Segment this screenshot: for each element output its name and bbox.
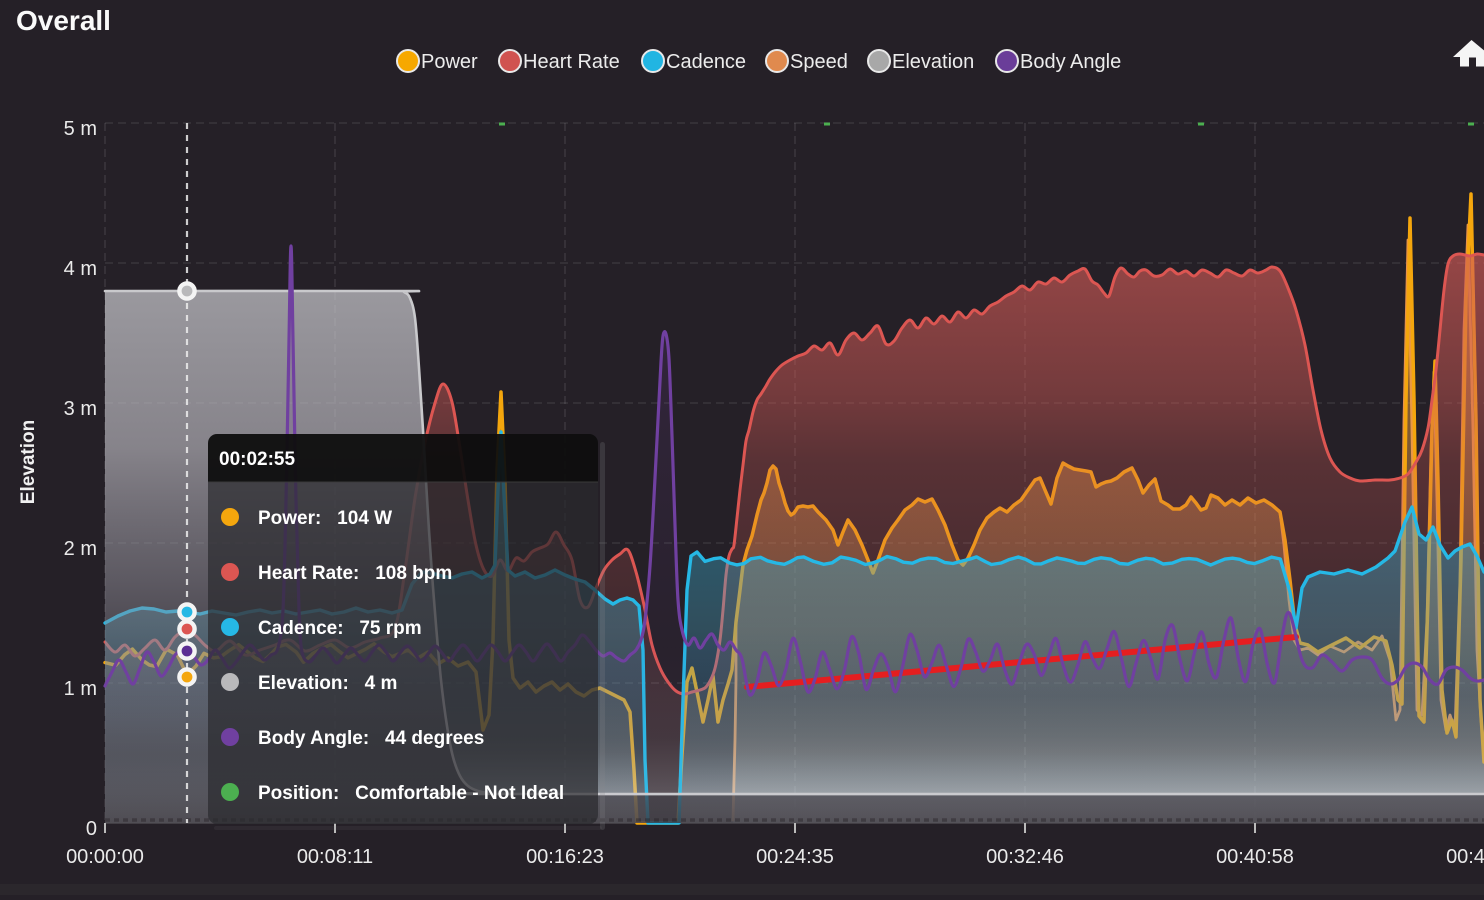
svg-text:00:32:46: 00:32:46 [986, 846, 1064, 868]
svg-text:Elevation: Elevation [18, 420, 39, 504]
svg-text:00:02:55: 00:02:55 [219, 449, 295, 470]
svg-text:4 m: 4 m [64, 258, 97, 280]
svg-text:00:08:11: 00:08:11 [297, 846, 373, 868]
svg-text:Body Angle: 44 degrees: Body Angle: 44 degrees [258, 728, 484, 749]
svg-text:1 m: 1 m [64, 678, 97, 700]
svg-text:Body Angle: Body Angle [1020, 51, 1121, 73]
svg-text:Cadence: 75 rpm: Cadence: 75 rpm [258, 618, 422, 639]
svg-text:00:24:35: 00:24:35 [756, 846, 834, 868]
svg-text:Speed: Speed [790, 51, 848, 73]
svg-text:Cadence: Cadence [666, 51, 746, 73]
svg-text:Elevation: Elevation [892, 51, 974, 73]
svg-text:3 m: 3 m [64, 398, 97, 420]
svg-text:Overall: Overall [16, 5, 111, 36]
svg-text:5 m: 5 m [64, 118, 97, 140]
svg-text:00:40:58: 00:40:58 [1216, 846, 1294, 868]
svg-text:00:16:23: 00:16:23 [526, 846, 604, 868]
svg-text:2 m: 2 m [64, 538, 97, 560]
svg-text:00:49:10: 00:49:10 [1446, 846, 1484, 868]
svg-text:0: 0 [86, 818, 97, 840]
svg-text:Heart Rate: 108 bpm: Heart Rate: 108 bpm [258, 563, 452, 584]
svg-text:00:00:00: 00:00:00 [66, 846, 144, 868]
svg-text:Elevation: 4 m: Elevation: 4 m [258, 673, 397, 694]
svg-text:Position: Comfortable - Not: Position: Comfortable - Not Ideal [258, 783, 564, 804]
svg-text:Heart Rate: Heart Rate [523, 51, 620, 73]
svg-text:Power: Power [421, 51, 478, 73]
svg-text:Power: 104 W: Power: 104 W [258, 508, 392, 529]
